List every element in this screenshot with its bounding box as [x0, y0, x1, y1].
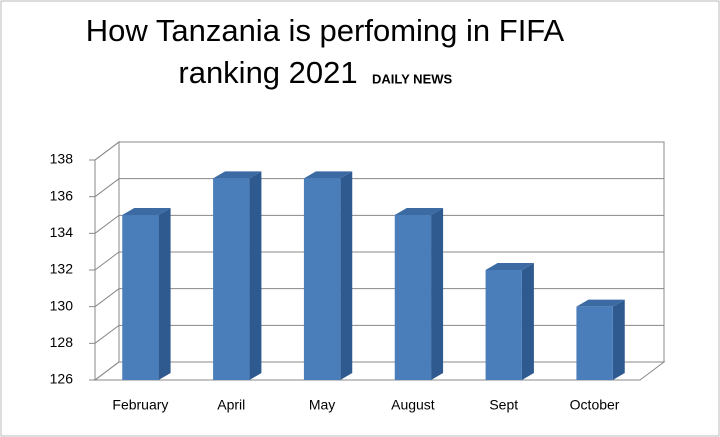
y-tick-label: 132 [50, 261, 74, 277]
bar-side [158, 208, 171, 380]
y-tick-label: 128 [50, 334, 74, 350]
source-label: DAILY NEWS [372, 71, 453, 86]
grid-line [94, 141, 664, 161]
x-tick-label: October [570, 397, 620, 413]
bar [576, 306, 613, 380]
grid-line [94, 178, 664, 198]
y-tick-label: 130 [50, 297, 74, 313]
bar-side [521, 263, 534, 380]
bar-side [340, 171, 353, 380]
y-tick-label: 134 [50, 224, 74, 240]
grid-line [94, 214, 664, 234]
grid-line [94, 251, 664, 271]
x-tick-label: August [391, 397, 435, 413]
bar-top [213, 171, 262, 179]
x-tick-label: February [112, 397, 168, 413]
y-tick-label: 126 [50, 371, 74, 387]
x-tick-label: April [217, 397, 245, 413]
bar-top [576, 299, 625, 307]
grid-line [94, 288, 664, 308]
bar [303, 178, 341, 380]
bar-side [612, 299, 625, 380]
bar-side [249, 171, 262, 380]
bar-top [303, 171, 353, 179]
bar [394, 215, 432, 380]
chart-title-line: ranking 2021 [178, 55, 357, 90]
bar-top [394, 208, 444, 215]
grid-line [94, 324, 664, 344]
chart-title-line: How Tanzania is perfoming in FIFA [86, 13, 565, 48]
y-tick-label: 136 [50, 187, 74, 203]
bar [213, 178, 250, 380]
bar-side [431, 208, 444, 380]
x-tick-label: May [309, 397, 335, 413]
bar [122, 215, 159, 380]
bar-top [122, 208, 171, 215]
bar-top [485, 263, 534, 270]
y-tick-label: 138 [50, 151, 74, 167]
x-tick-label: Sept [489, 397, 518, 413]
bar [485, 270, 522, 380]
grid-line [94, 361, 664, 381]
